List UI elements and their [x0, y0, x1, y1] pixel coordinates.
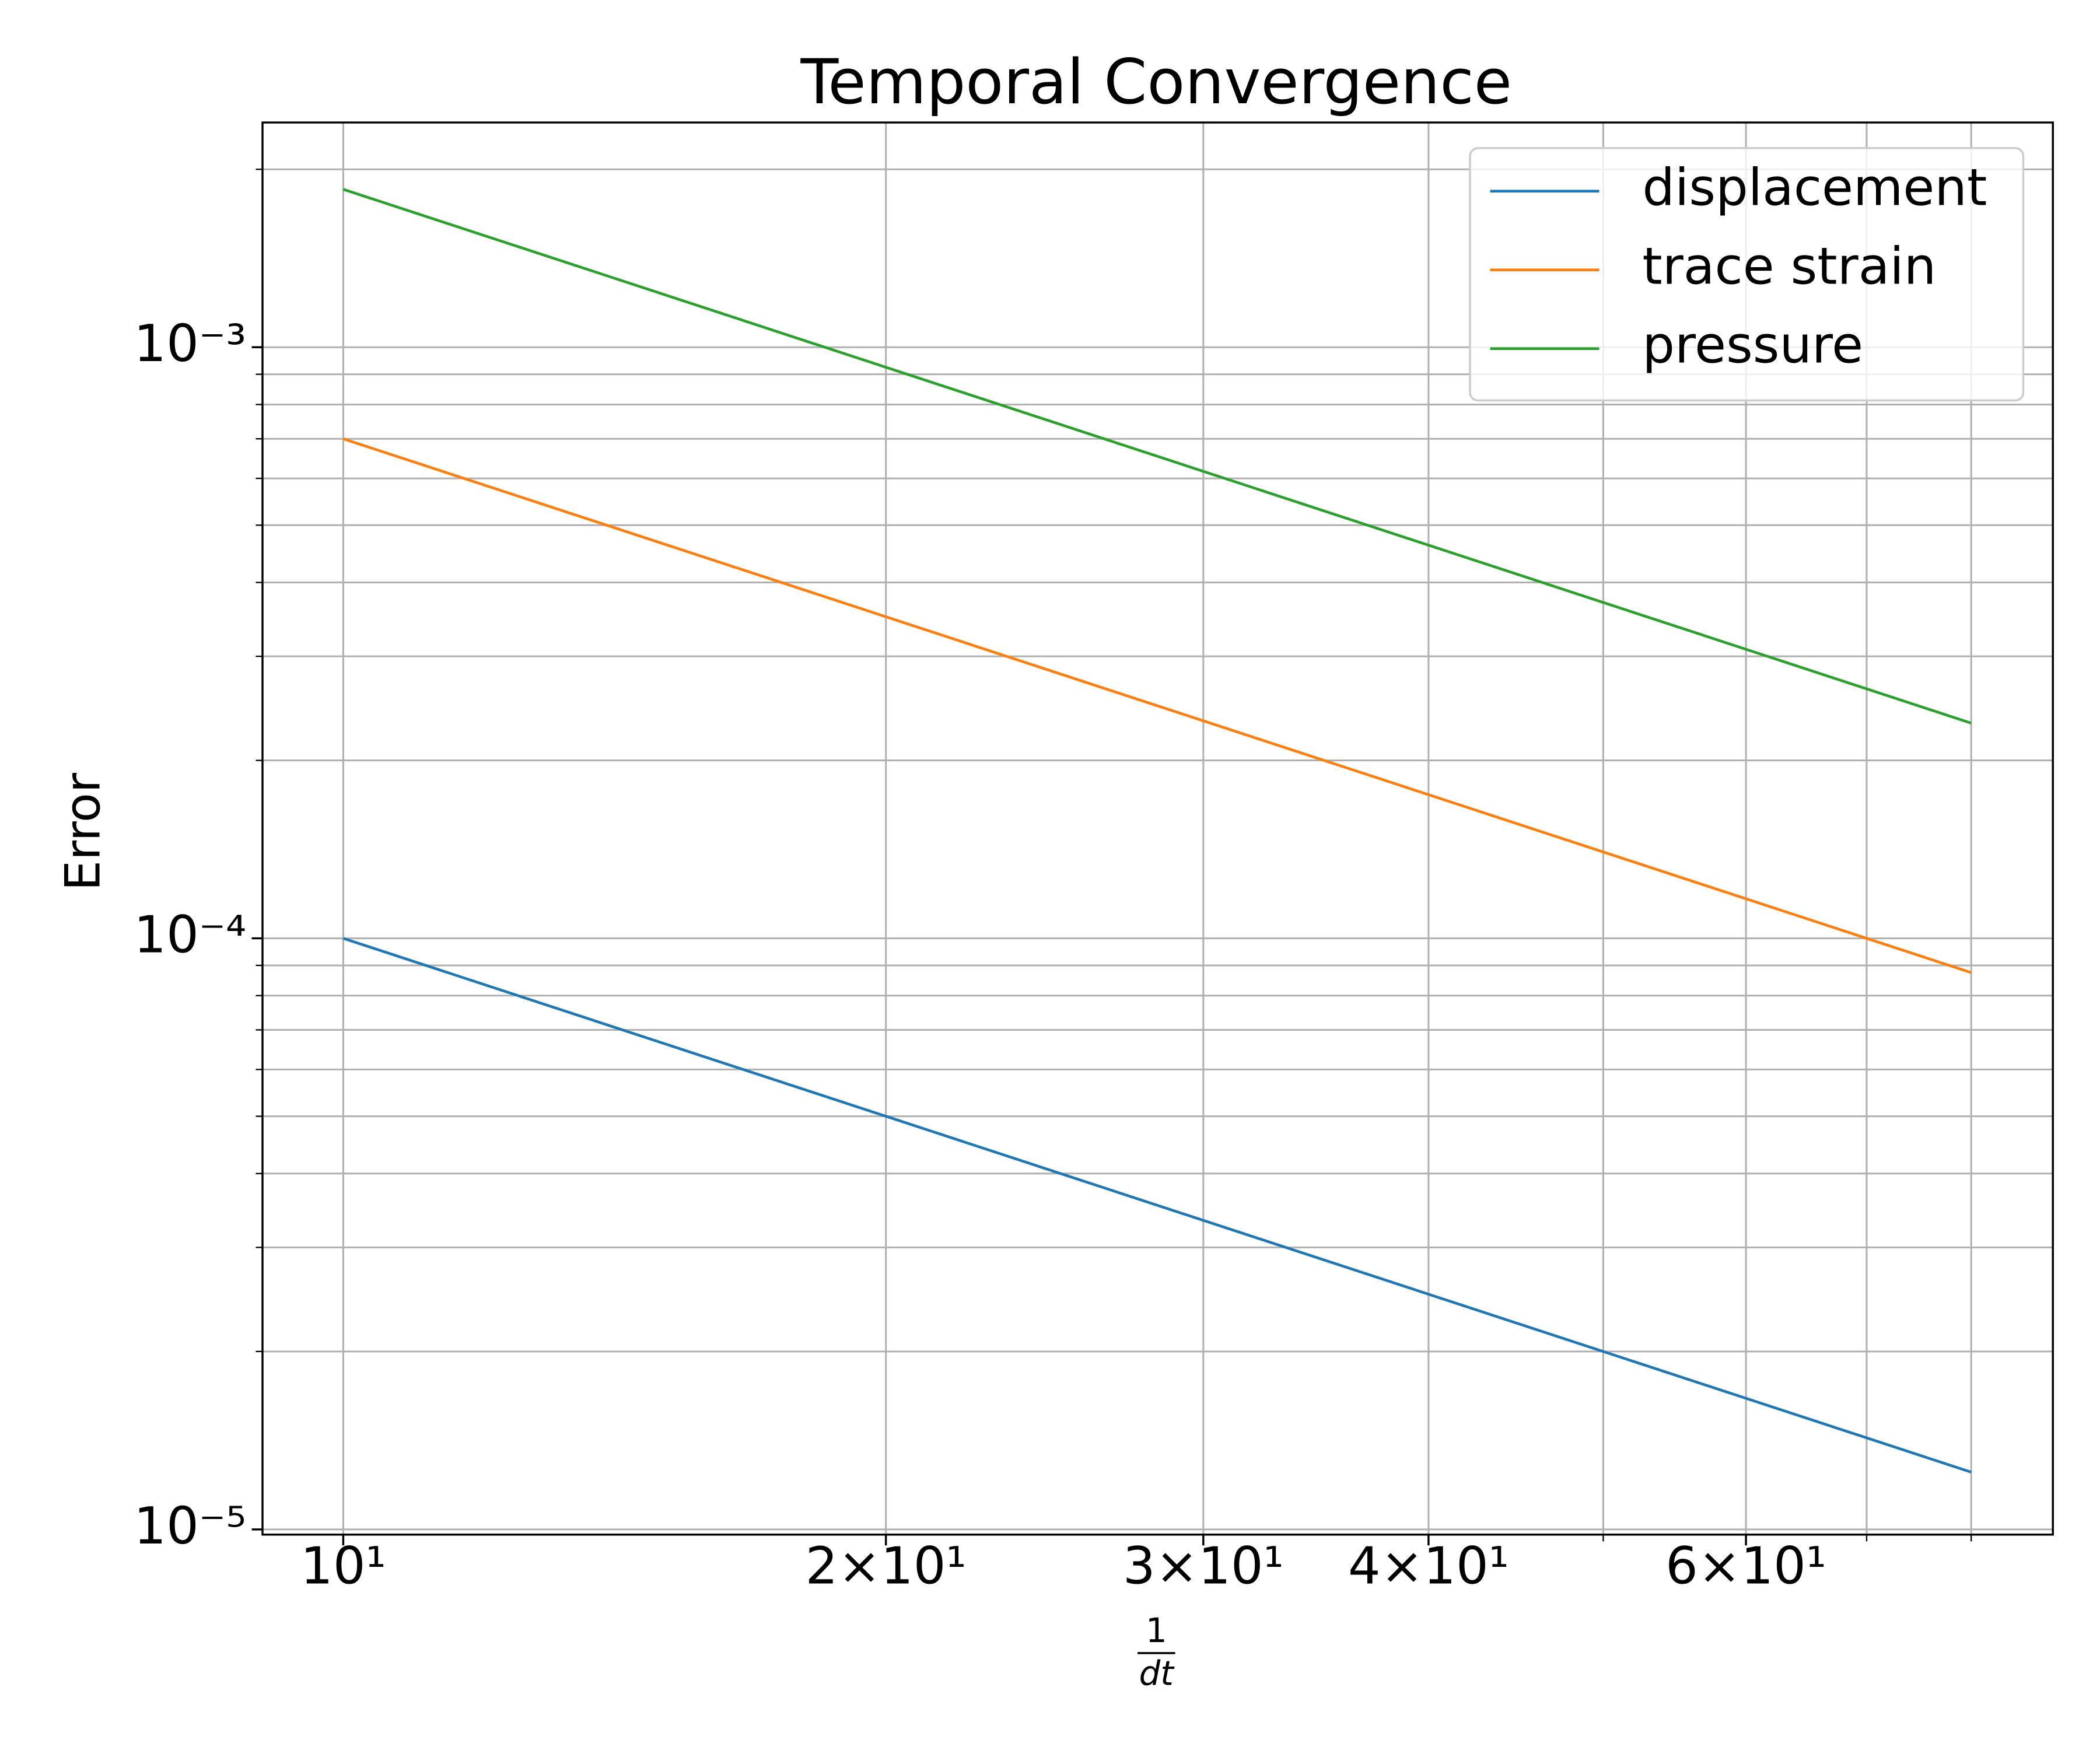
legend-label: displacement	[1642, 158, 1987, 218]
series-line	[342, 438, 1972, 974]
legend-label: trace strain	[1642, 237, 1936, 296]
x-tick-label: 4×10¹	[1348, 1536, 1509, 1596]
legend-frame	[1469, 147, 2025, 402]
y-axis-label: Error	[55, 772, 111, 891]
x-tick-label: 6×10¹	[1665, 1536, 1826, 1596]
x-axis-label-denominator: dt	[1139, 1654, 1175, 1693]
y-tick-label: 10⁻⁵	[134, 1496, 246, 1556]
x-tick-label: 10¹	[300, 1536, 386, 1596]
legend-label: pressure	[1642, 316, 1863, 375]
y-tick-label: 10⁻³	[134, 314, 246, 373]
x-axis-label-numerator: 1	[1146, 1611, 1167, 1650]
chart-title: Temporal Convergence	[800, 46, 1513, 118]
plot-frame	[261, 121, 2054, 1536]
x-tick-label: 2×10¹	[806, 1536, 967, 1596]
series-line	[342, 937, 1972, 1474]
series-line	[342, 188, 1972, 724]
x-tick-label: 3×10¹	[1123, 1536, 1284, 1596]
y-tick-label: 10⁻⁴	[134, 905, 246, 964]
